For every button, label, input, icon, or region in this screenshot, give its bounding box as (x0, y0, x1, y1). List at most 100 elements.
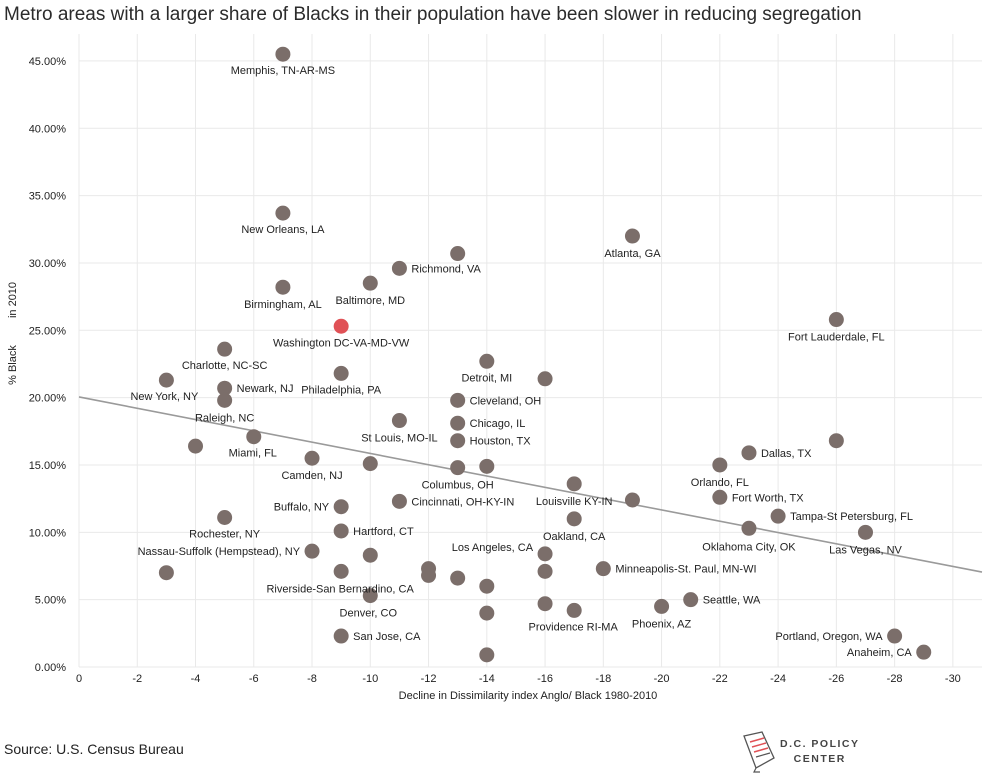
point-label: Buffalo, NY (274, 502, 330, 514)
point-labels-layer: Memphis, TN-AR-MS New Orleans, LA Atlanta,… (130, 65, 913, 659)
x-tick-label: -10 (362, 673, 378, 685)
y-axis-label-2: in 2010 (7, 282, 19, 318)
point-label: Newark, NJ (237, 383, 294, 395)
x-tick-label: -28 (887, 673, 903, 685)
data-point (450, 392, 466, 408)
data-point (304, 543, 320, 559)
data-point (275, 279, 291, 295)
x-tick-label: -20 (654, 673, 670, 685)
data-point (770, 508, 786, 524)
x-tick-label: -6 (249, 673, 259, 685)
data-point (450, 570, 466, 586)
data-point (275, 205, 291, 221)
data-point (595, 561, 611, 577)
point-label: Anaheim, CA (847, 647, 912, 659)
y-tick-label: 45.00% (29, 56, 67, 68)
point-label: Phoenix, AZ (632, 618, 692, 630)
data-point (741, 445, 757, 461)
chart-title: Metro areas with a larger share of Black… (4, 4, 862, 25)
data-point (217, 510, 233, 526)
data-point (391, 493, 407, 509)
point-label: Memphis, TN-AR-MS (231, 65, 335, 77)
data-point (450, 246, 466, 262)
y-axis-label-line-2: in 2010 (7, 282, 19, 318)
data-point (362, 588, 378, 604)
point-label: Riverside-San Bernardino, CA (266, 583, 414, 595)
data-point (479, 353, 495, 369)
point-label: Miami, FL (229, 448, 277, 460)
x-tick-label: -18 (595, 673, 611, 685)
data-point (275, 46, 291, 62)
point-label: Seattle, WA (703, 595, 761, 607)
y-tick-label: 35.00% (29, 191, 67, 203)
point-label: Los Angeles, CA (452, 542, 534, 554)
data-point (362, 275, 378, 291)
data-point (479, 647, 495, 663)
x-tick-label: -2 (132, 673, 142, 685)
point-label: Columbus, OH (422, 480, 494, 492)
point-label: New Orleans, LA (241, 224, 325, 236)
trend-line (78, 396, 983, 573)
data-point (450, 433, 466, 449)
point-label: Nassau-Suffolk (Hempstead), NY (138, 546, 301, 558)
data-point (391, 260, 407, 276)
y-tick-label: 15.00% (29, 460, 67, 472)
point-label: Rochester, NY (189, 529, 261, 541)
data-point (887, 628, 903, 644)
data-point (712, 489, 728, 505)
data-point (304, 450, 320, 466)
x-tick-label: -30 (945, 673, 961, 685)
data-point (683, 592, 699, 608)
data-point (450, 415, 466, 431)
capitol-icon (743, 731, 775, 773)
point-label: Providence RI-MA (529, 621, 619, 633)
point-label: Raleigh, NC (195, 412, 254, 424)
y-axis-ticks: 0.00% 5.00% 10.00% 15.00% 20.00% 25.00% 30.00%… (29, 56, 67, 674)
trend-line-layer (78, 396, 983, 573)
data-point (450, 460, 466, 476)
data-point (537, 563, 553, 579)
source-note: Source: U.S. Census Bureau (4, 741, 184, 757)
data-point (479, 578, 495, 594)
point-label: Las Vegas, NV (829, 544, 902, 556)
data-point (828, 312, 844, 328)
data-point (333, 563, 349, 579)
data-point (537, 371, 553, 387)
data-point (217, 392, 233, 408)
data-point (217, 341, 233, 357)
y-tick-label: 25.00% (29, 325, 67, 337)
data-point (188, 438, 204, 454)
point-label: New York, NY (130, 391, 199, 403)
data-point (421, 567, 437, 583)
point-label: Cincinnati, OH-KY-IN (411, 496, 514, 508)
y-tick-label: 20.00% (29, 393, 67, 405)
y-tick-label: 30.00% (29, 258, 67, 270)
logo-line-1: D.C. POLICY (780, 738, 860, 750)
y-tick-label: 5.00% (35, 595, 66, 607)
logo-text: D.C. POLICY CENTER (780, 737, 860, 767)
data-point (712, 457, 728, 473)
point-label: Camden, NJ (281, 470, 342, 482)
y-tick-label: 10.00% (29, 527, 67, 539)
data-point (333, 499, 349, 515)
x-tick-label: -22 (712, 673, 728, 685)
data-point (566, 511, 582, 527)
point-label: St Louis, MO-IL (361, 433, 437, 445)
point-label: Washington DC-VA-MD-VW (273, 337, 410, 349)
data-point (158, 565, 174, 581)
data-point (479, 605, 495, 621)
x-tick-label: -12 (421, 673, 437, 685)
x-tick-label: -24 (770, 673, 786, 685)
data-point (654, 598, 670, 614)
point-label: Fort Lauderdale, FL (788, 332, 885, 344)
point-label: Baltimore, MD (335, 295, 405, 307)
grid-lines (78, 34, 982, 668)
data-point (537, 596, 553, 612)
data-point (916, 644, 932, 660)
x-tick-label: -26 (828, 673, 844, 685)
point-label: Denver, CO (340, 608, 398, 620)
data-point (566, 476, 582, 492)
x-tick-label: -16 (537, 673, 553, 685)
x-tick-label: -8 (307, 673, 317, 685)
